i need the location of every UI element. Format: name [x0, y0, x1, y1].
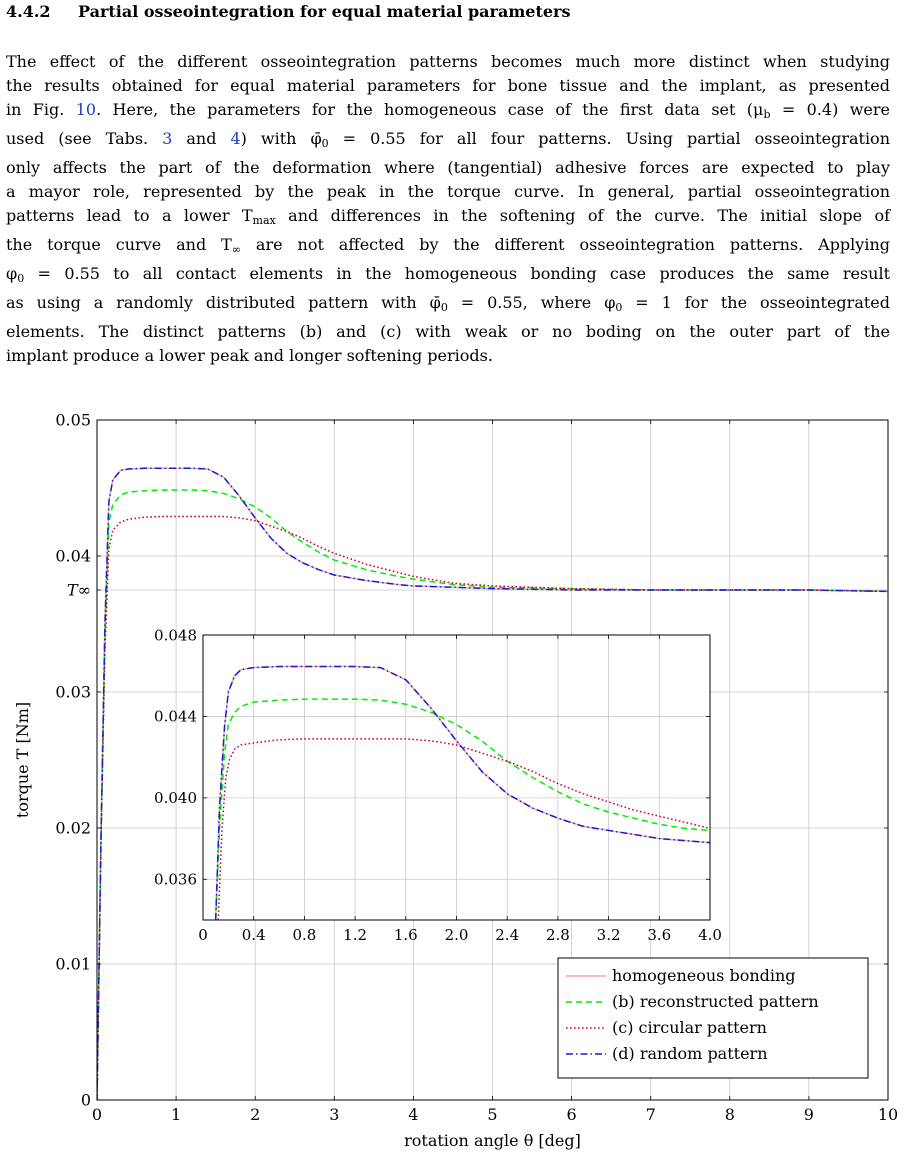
x-tick-label: 8 — [725, 1105, 735, 1124]
paragraph-line: used (see Tabs. 3 and 4) with φ̄0 = 0.55… — [6, 129, 890, 150]
y-tick-label: 0.044 — [154, 708, 197, 726]
paragraph-line: elements. The distinct patterns (b) and … — [6, 322, 890, 341]
legend-box — [557, 957, 869, 1079]
x-tick-label: 7 — [646, 1105, 656, 1124]
paragraph-line: as using a randomly distributed pattern … — [6, 293, 890, 314]
series-line--d-random-pattern — [214, 665, 710, 920]
legend-label: homogeneous bonding — [612, 966, 796, 985]
x-tick-label: 2.0 — [445, 926, 469, 944]
y-tick-label: 0.040 — [154, 789, 197, 807]
paragraph-line: only affects the part of the deformation… — [6, 158, 890, 177]
table-reference-link[interactable]: 4 — [230, 129, 241, 148]
series-line--d-random-pattern — [97, 467, 888, 1100]
x-tick-label: 0 — [92, 1105, 102, 1124]
section-heading: 4.4.2 Partial osseointegration for equal … — [6, 2, 570, 21]
series-line--c-circular-pattern — [97, 515, 888, 1100]
x-tick-label: 0.8 — [292, 926, 316, 944]
y-axis-label: torque T [Nm] — [13, 702, 32, 818]
paragraph-line: patterns lead to a lower Tmax and differ… — [6, 206, 890, 227]
torque-figure: 0 1 2 3 4 5 6 7 8 9 10 0 0.01 0.02 0.03 0.04 0.05 T∞ rotat… — [13, 411, 898, 1150]
x-tick-label: 1.6 — [394, 926, 418, 944]
section-title: Partial osseointegration for equal mater… — [78, 2, 571, 21]
paragraph-line: The effect of the different osseointegra… — [6, 52, 890, 71]
x-tick-label: 1 — [171, 1105, 181, 1124]
x-tick-label: 2.4 — [495, 926, 519, 944]
series-line--b-reconstructed-pattern — [214, 698, 710, 920]
legend-label: (c) circular pattern — [612, 1018, 767, 1037]
y-tick-label: 0.036 — [154, 871, 197, 889]
table-reference-link[interactable]: 3 — [162, 129, 173, 148]
x-tick-label: 2.8 — [546, 926, 570, 944]
y-tick-label: 0.02 — [55, 819, 91, 838]
x-tick-label: 3.2 — [597, 926, 621, 944]
x-tick-label: 3.6 — [647, 926, 671, 944]
x-tick-label: 10 — [878, 1105, 898, 1124]
x-tick-label: 2 — [250, 1105, 260, 1124]
paragraph-line: implant produce a lower peak and longer … — [6, 346, 493, 365]
inset-chart: 0 0.4 0.8 1.2 1.6 2.0 2.4 2.8 3.2 3.6 4.0 0.036 0.04… — [154, 626, 722, 944]
x-tick-label: 6 — [567, 1105, 577, 1124]
x-axis-label: rotation angle θ [deg] — [404, 1131, 581, 1150]
paragraph-line: the results obtained for equal material … — [6, 76, 890, 95]
x-tick-label: 5 — [487, 1105, 497, 1124]
section-number: 4.4.2 — [6, 2, 51, 21]
y-tick-label: 0 — [81, 1091, 91, 1110]
paragraph-line: the torque curve and T∞ are not affected… — [6, 235, 890, 256]
y-tick-label: 0.03 — [55, 683, 91, 702]
x-tick-label: 3 — [329, 1105, 339, 1124]
x-tick-label: 9 — [804, 1105, 814, 1124]
y-tick-label: 0.048 — [154, 626, 197, 644]
x-tick-label: 0.4 — [242, 926, 266, 944]
x-tick-label: 0 — [198, 926, 208, 944]
x-tick-label: 4 — [408, 1105, 418, 1124]
paragraph-line: in Fig. 10. Here, the parameters for the… — [6, 100, 891, 121]
x-tick-label: 1.2 — [343, 926, 367, 944]
paragraph-line: a mayor role, represented by the peak in… — [6, 182, 890, 201]
paragraph-line: φ0 = 0.55 to all contact elements in the… — [6, 264, 890, 285]
y-tick-label-t-infinity: T∞ — [67, 581, 91, 600]
series-line--c-circular-pattern — [217, 738, 710, 920]
legend-label: (b) reconstructed pattern — [612, 992, 819, 1011]
figure-reference-link[interactable]: 10 — [75, 100, 97, 119]
y-tick-label: 0.04 — [55, 547, 91, 566]
x-tick-label: 4.0 — [698, 926, 722, 944]
chart-legend: homogeneous bonding (b) reconstructed pat… — [557, 957, 869, 1079]
y-tick-label: 0.05 — [55, 411, 91, 430]
body-paragraph: The effect of the different osseointegra… — [6, 50, 890, 368]
y-tick-label: 0.01 — [55, 955, 91, 974]
legend-label: (d) random pattern — [612, 1044, 768, 1063]
